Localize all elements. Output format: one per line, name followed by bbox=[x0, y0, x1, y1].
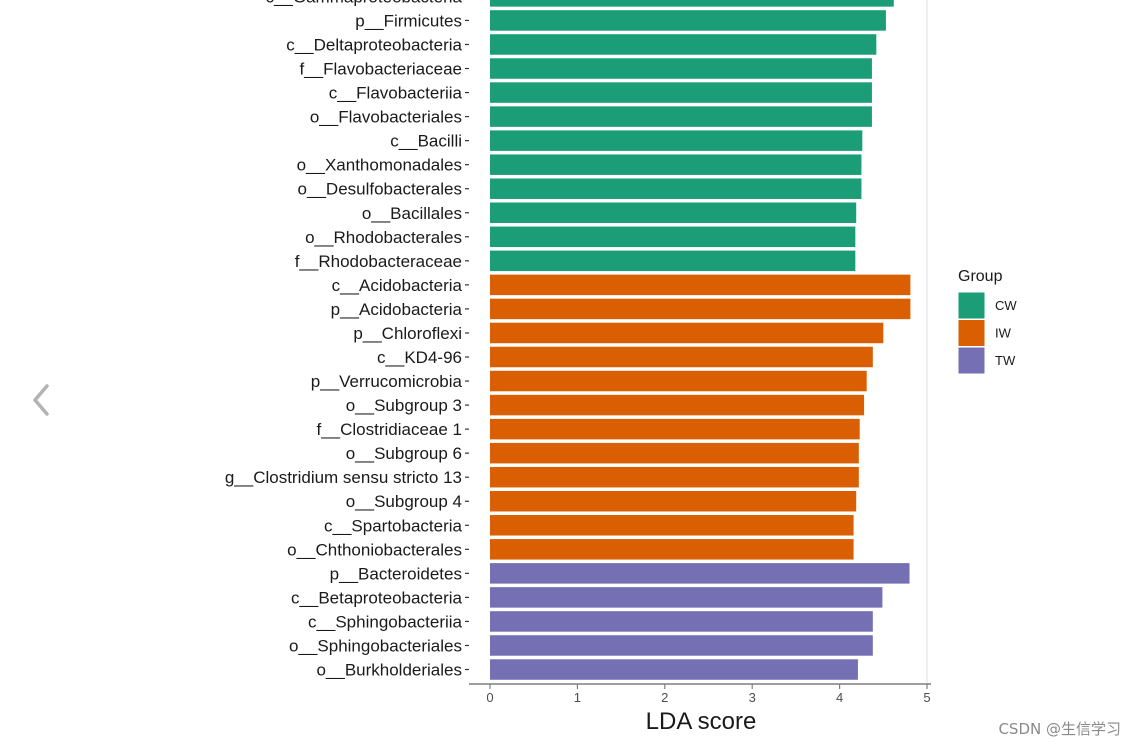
bar bbox=[490, 10, 886, 31]
y-tick-label: o__Desulfobacterales bbox=[298, 180, 462, 199]
bar bbox=[490, 659, 858, 680]
bar bbox=[490, 611, 873, 632]
bar bbox=[490, 394, 865, 416]
bar bbox=[490, 539, 854, 560]
bar bbox=[490, 106, 872, 127]
y-tick-label: o__Subgroup 6 bbox=[346, 444, 462, 463]
bar bbox=[490, 418, 860, 440]
x-tick-label: 3 bbox=[749, 690, 756, 705]
y-tick-label: p__Bacteroidetes bbox=[330, 564, 462, 583]
y-tick-label: c__KD4-96 bbox=[377, 348, 462, 367]
y-tick-label: f__Clostridiaceae 1 bbox=[316, 420, 462, 439]
y-tick-label: o__Bacillales bbox=[362, 204, 462, 223]
bar bbox=[490, 298, 911, 320]
y-tick-label: o__Burkholderiales bbox=[316, 661, 462, 680]
bar bbox=[490, 130, 863, 151]
y-tick-label: p__Chloroflexi bbox=[353, 324, 462, 343]
legend-key bbox=[957, 291, 986, 320]
bar bbox=[490, 635, 873, 656]
y-tick-label: o__Subgroup 4 bbox=[346, 492, 462, 511]
y-tick-label: c__Flavobacteriia bbox=[329, 84, 463, 103]
legend: Group CW IW TW bbox=[957, 268, 1017, 375]
y-tick-label: o__Xanthomonadales bbox=[297, 156, 462, 175]
y-tick-label: c__Bacilli bbox=[390, 132, 462, 151]
bars-layer bbox=[490, 0, 911, 680]
x-tick-label: 0 bbox=[486, 690, 493, 705]
bar bbox=[490, 226, 856, 248]
y-tick-label: c__Sphingobacteriia bbox=[308, 612, 463, 631]
bar bbox=[490, 587, 883, 608]
bar bbox=[490, 178, 862, 199]
legend-label: IW bbox=[995, 326, 1012, 341]
y-tick-label: c__Betaproteobacteria bbox=[291, 588, 463, 607]
bar bbox=[490, 82, 872, 103]
y-tick-label: c__Spartobacteria bbox=[324, 516, 463, 535]
x-tick-label: 4 bbox=[836, 690, 843, 705]
y-tick-label: c__Deltaproteobacteria bbox=[286, 35, 462, 54]
y-tick-label: f__Flavobacteriaceae bbox=[299, 60, 462, 79]
y-tick-label: o__Chthoniobacterales bbox=[287, 540, 462, 559]
bar bbox=[490, 202, 857, 224]
y-tick-label: o__Rhodobacterales bbox=[305, 228, 462, 247]
chevron-left-icon bbox=[33, 384, 49, 416]
y-tick-label: c__Gammaproteobacteria bbox=[265, 0, 462, 6]
bar bbox=[490, 58, 872, 79]
x-axis-title: LDA score bbox=[646, 708, 757, 735]
bar bbox=[490, 442, 859, 464]
y-tick-label: o__Sphingobacteriales bbox=[289, 636, 462, 655]
bar bbox=[490, 515, 854, 536]
bar bbox=[490, 490, 857, 512]
y-tick-label: o__Flavobacteriales bbox=[310, 108, 462, 127]
y-tick-label: p__Firmicutes bbox=[355, 11, 462, 30]
watermark: CSDN @生信学习 bbox=[998, 720, 1121, 738]
bar bbox=[490, 154, 862, 175]
x-axis: 0 1 2 3 4 5 bbox=[469, 683, 931, 705]
y-tick-label: p__Verrucomicrobia bbox=[311, 372, 463, 391]
y-axis-labels: c__Gammaproteobacteria p__Firmicutes c__De… bbox=[225, 0, 469, 680]
x-tick-label: 2 bbox=[661, 690, 668, 705]
y-tick-label: p__Acidobacteria bbox=[331, 300, 463, 319]
bar bbox=[490, 34, 877, 55]
legend-title: Group bbox=[958, 268, 1003, 285]
legend-key bbox=[957, 319, 986, 347]
bar bbox=[490, 466, 859, 488]
y-tick-label: g__Clostridium sensu stricto 13 bbox=[225, 468, 462, 487]
y-tick-label: f__Rhodobacteraceae bbox=[295, 252, 462, 271]
legend-key bbox=[957, 346, 986, 375]
bar bbox=[490, 346, 873, 368]
y-tick-label: o__Subgroup 3 bbox=[346, 396, 462, 415]
bar bbox=[490, 0, 894, 7]
bar bbox=[490, 250, 856, 272]
previous-arrow-button[interactable] bbox=[26, 380, 56, 420]
x-tick-label: 1 bbox=[574, 690, 581, 705]
legend-label: TW bbox=[995, 353, 1016, 368]
bar bbox=[490, 274, 911, 296]
bar bbox=[490, 370, 867, 392]
bar bbox=[490, 322, 884, 344]
x-tick-label: 5 bbox=[923, 690, 930, 705]
bar bbox=[490, 563, 910, 584]
legend-label: CW bbox=[995, 298, 1017, 313]
y-tick-label: c__Acidobacteria bbox=[332, 276, 463, 295]
